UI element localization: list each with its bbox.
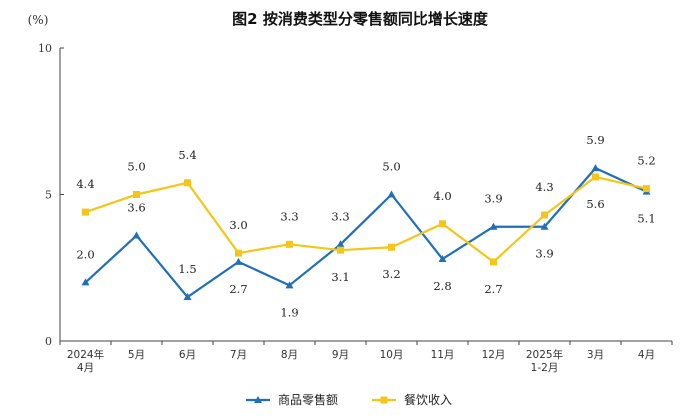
data-labels: 2.0 3.6 1.5 2.7 1.9 3.3 5.0 2.8 3.9 3.9 5.9 5.1 4.4 5… <box>76 133 655 319</box>
data-label: 2.7 <box>484 282 502 296</box>
x-tick-label: 5月 <box>128 349 145 361</box>
y-tick-label: 0 <box>45 335 52 348</box>
data-point-triangle <box>489 222 498 230</box>
data-label: 5.9 <box>586 133 604 147</box>
data-label: 5.2 <box>637 154 655 168</box>
data-label: 4.4 <box>76 177 94 191</box>
data-label: 5.4 <box>178 148 196 162</box>
data-point-square <box>388 243 395 251</box>
legend: 商品零售额 餐饮收入 <box>246 392 452 407</box>
data-label: 3.0 <box>229 218 247 232</box>
data-point-triangle <box>438 254 447 262</box>
series-line-2 <box>85 175 647 263</box>
x-tick-label: 4月 <box>638 349 655 361</box>
data-point-triangle <box>591 164 600 172</box>
legend-label: 商品零售额 <box>278 392 338 407</box>
x-tick-label: 7月 <box>230 349 247 361</box>
data-label: 3.6 <box>127 201 145 215</box>
data-label: 5.1 <box>637 212 655 226</box>
data-point-square <box>235 249 242 257</box>
data-label: 4.3 <box>535 180 553 194</box>
data-label: 3.9 <box>535 247 553 261</box>
legend-marker-square <box>380 396 388 404</box>
data-point-triangle <box>540 222 549 230</box>
legend-label: 餐饮收入 <box>404 392 452 407</box>
data-label: 5.6 <box>586 197 604 211</box>
data-label: 3.3 <box>280 209 298 223</box>
data-point-square <box>286 240 293 248</box>
legend-marker-triangle <box>254 396 262 403</box>
y-axis-unit: (%) <box>28 13 49 27</box>
data-label: 1.5 <box>178 262 196 276</box>
x-tick-label: 2024年 <box>67 348 104 361</box>
x-tick-label: 2025年 <box>526 348 563 361</box>
data-point-square <box>643 185 650 193</box>
data-point-square <box>337 246 344 254</box>
data-label: 4.0 <box>433 189 451 203</box>
x-tick-label: 1-2月 <box>531 362 559 374</box>
data-label: 3.9 <box>484 192 502 206</box>
data-point-triangle <box>387 190 396 198</box>
x-tick-label: 3月 <box>587 349 604 361</box>
data-label: 2.7 <box>229 282 247 296</box>
series-line-1 <box>84 167 647 299</box>
data-label: 5.0 <box>127 160 145 174</box>
x-tick-label: 8月 <box>281 349 298 361</box>
data-point-square <box>82 208 89 216</box>
data-point-square <box>184 179 191 187</box>
data-label: 1.9 <box>280 305 298 319</box>
data-label: 3.3 <box>331 209 349 223</box>
data-point-square <box>592 173 599 181</box>
x-tick-label: 4月 <box>77 362 94 374</box>
x-tick-label: 6月 <box>179 349 196 361</box>
data-point-triangle <box>183 293 192 301</box>
x-tick-label: 12月 <box>482 349 506 361</box>
data-point-square <box>541 211 548 219</box>
series-layer <box>81 164 651 301</box>
y-tick-label: 10 <box>38 42 52 55</box>
data-point-square <box>133 191 140 198</box>
data-label: 2.8 <box>433 279 451 293</box>
x-tick-label: 10月 <box>380 349 404 361</box>
data-label: 2.0 <box>76 247 94 261</box>
x-tick-label: 11月 <box>431 349 455 361</box>
y-tick-label: 5 <box>45 189 52 202</box>
data-point-triangle <box>336 240 345 248</box>
data-label: 3.2 <box>382 267 400 281</box>
data-label: 5.0 <box>382 160 400 174</box>
data-point-square <box>439 220 446 228</box>
data-point-triangle <box>285 281 294 289</box>
data-point-square <box>490 258 497 266</box>
data-point-triangle <box>132 231 141 239</box>
data-point-triangle <box>81 278 90 286</box>
data-point-triangle <box>234 257 243 265</box>
chart-title: 图2 按消费类型分零售额同比增长速度 <box>232 10 489 28</box>
data-label: 3.1 <box>331 270 349 284</box>
x-tick-label: 9月 <box>332 349 349 361</box>
